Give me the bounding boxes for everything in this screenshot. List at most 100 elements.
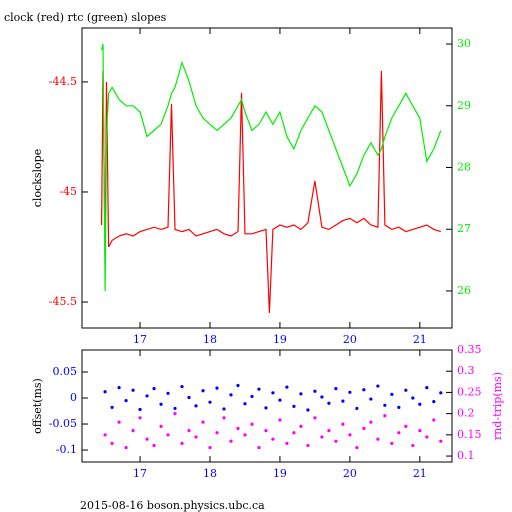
- scatter-point: [138, 407, 142, 412]
- x-tick-label: 21: [413, 333, 427, 346]
- x-tick-label: 21: [413, 467, 427, 480]
- scatter-point: [425, 435, 429, 439]
- scatter-point: [215, 386, 219, 390]
- footer: 2015-08-16 boson.physics.ubc.ca: [80, 499, 265, 512]
- scatter-point: [243, 433, 247, 437]
- y-axis-label: clockslope: [31, 149, 44, 207]
- scatter-point: [173, 406, 177, 411]
- scatter-point: [180, 441, 184, 445]
- x-tick-label: 17: [133, 467, 147, 480]
- scatter-point: [222, 416, 226, 420]
- scatter-point: [285, 385, 289, 389]
- scatter-point: [222, 407, 226, 411]
- scatter-point: [229, 439, 233, 443]
- scatter-point: [348, 433, 352, 437]
- scatter-point: [201, 420, 205, 424]
- plot-frame: [81, 27, 453, 329]
- scatter-point: [334, 387, 338, 391]
- scatter-point: [341, 399, 345, 403]
- scatter-point: [152, 387, 156, 391]
- y-tick-label: -45: [59, 185, 77, 198]
- scatter-point: [341, 422, 345, 426]
- scatter-point: [159, 424, 163, 428]
- scatter-point: [306, 443, 310, 448]
- scatter-point: [404, 388, 408, 392]
- y2-tick-label: 28: [457, 161, 471, 174]
- scatter-point: [173, 412, 177, 416]
- scatter-point: [390, 392, 394, 396]
- y-tick-label: 0: [70, 391, 77, 404]
- scatter-point: [320, 395, 324, 399]
- scatter-point: [411, 396, 415, 400]
- x-tick-label: 19: [273, 333, 287, 346]
- scatter-point: [187, 429, 191, 433]
- scatter-point: [299, 424, 303, 428]
- scatter-point: [145, 437, 149, 441]
- scatter-point: [201, 389, 205, 393]
- scatter-point: [376, 384, 380, 388]
- scatter-point: [145, 394, 149, 398]
- scatter-point: [439, 439, 443, 443]
- y-tick-label: -0.1: [56, 443, 77, 456]
- scatter-point: [264, 406, 268, 410]
- scatter-point: [103, 390, 107, 394]
- scatter-point: [327, 401, 331, 405]
- scatter-point: [243, 402, 247, 406]
- scatter-point: [390, 441, 394, 445]
- scatter-point: [411, 443, 415, 448]
- y-tick-label: -45.5: [49, 295, 77, 308]
- scatter-point: [404, 424, 408, 428]
- scatter-point: [124, 399, 128, 403]
- y2-tick-label: 0.15: [457, 428, 482, 441]
- y-axis-label: offset(ms): [31, 378, 44, 434]
- y-tick-label: 0.05: [53, 365, 78, 378]
- scatter-point: [131, 388, 135, 392]
- scatter-point: [278, 418, 282, 422]
- scatter-point: [362, 426, 366, 431]
- scatter-point: [271, 391, 275, 395]
- scatter-point: [292, 431, 296, 435]
- scatter-point: [250, 422, 254, 426]
- scatter-point: [215, 431, 219, 435]
- x-tick-label: 18: [203, 467, 217, 480]
- x-tick-label: 17: [133, 333, 147, 346]
- scatter-point: [117, 420, 121, 424]
- scatter-point: [383, 403, 387, 407]
- scatter-point: [138, 416, 142, 420]
- series-line: [101, 43, 442, 292]
- y2-axis-label: rnd-trip(ms): [491, 372, 504, 440]
- y2-tick-label: 0.1: [457, 449, 475, 462]
- scatter-point: [355, 406, 359, 411]
- y2-tick-label: 29: [457, 99, 471, 112]
- scatter-point: [194, 435, 198, 439]
- scatter-point: [187, 395, 191, 400]
- scatter-point: [229, 393, 233, 397]
- x-tick-label: 20: [343, 333, 357, 346]
- scatter-point: [131, 429, 135, 433]
- scatter-point: [299, 392, 303, 396]
- scatter-point: [264, 429, 268, 433]
- scatter-point: [257, 445, 261, 450]
- x-tick-label: 19: [273, 467, 287, 480]
- chart-title: clock (red) rtc (green) slopes: [4, 11, 167, 24]
- scatter-point: [180, 384, 184, 389]
- scatter-point: [278, 398, 282, 402]
- scatter-point: [110, 405, 114, 409]
- scatter-point: [236, 426, 240, 431]
- y2-tick-label: 30: [457, 37, 471, 50]
- scatter-point: [369, 420, 373, 424]
- scatter-point: [159, 402, 163, 406]
- scatter-point: [166, 433, 170, 437]
- scatter-point: [208, 400, 212, 404]
- x-tick-label: 18: [203, 333, 217, 346]
- scatter-point: [355, 445, 359, 450]
- scatter-point: [124, 445, 128, 450]
- series-line: [101, 70, 441, 314]
- scatter-point: [432, 418, 436, 422]
- scatter-point: [285, 441, 289, 445]
- scatter-point: [271, 437, 275, 441]
- scatter-point: [103, 433, 107, 437]
- y2-tick-label: 0.2: [457, 407, 475, 420]
